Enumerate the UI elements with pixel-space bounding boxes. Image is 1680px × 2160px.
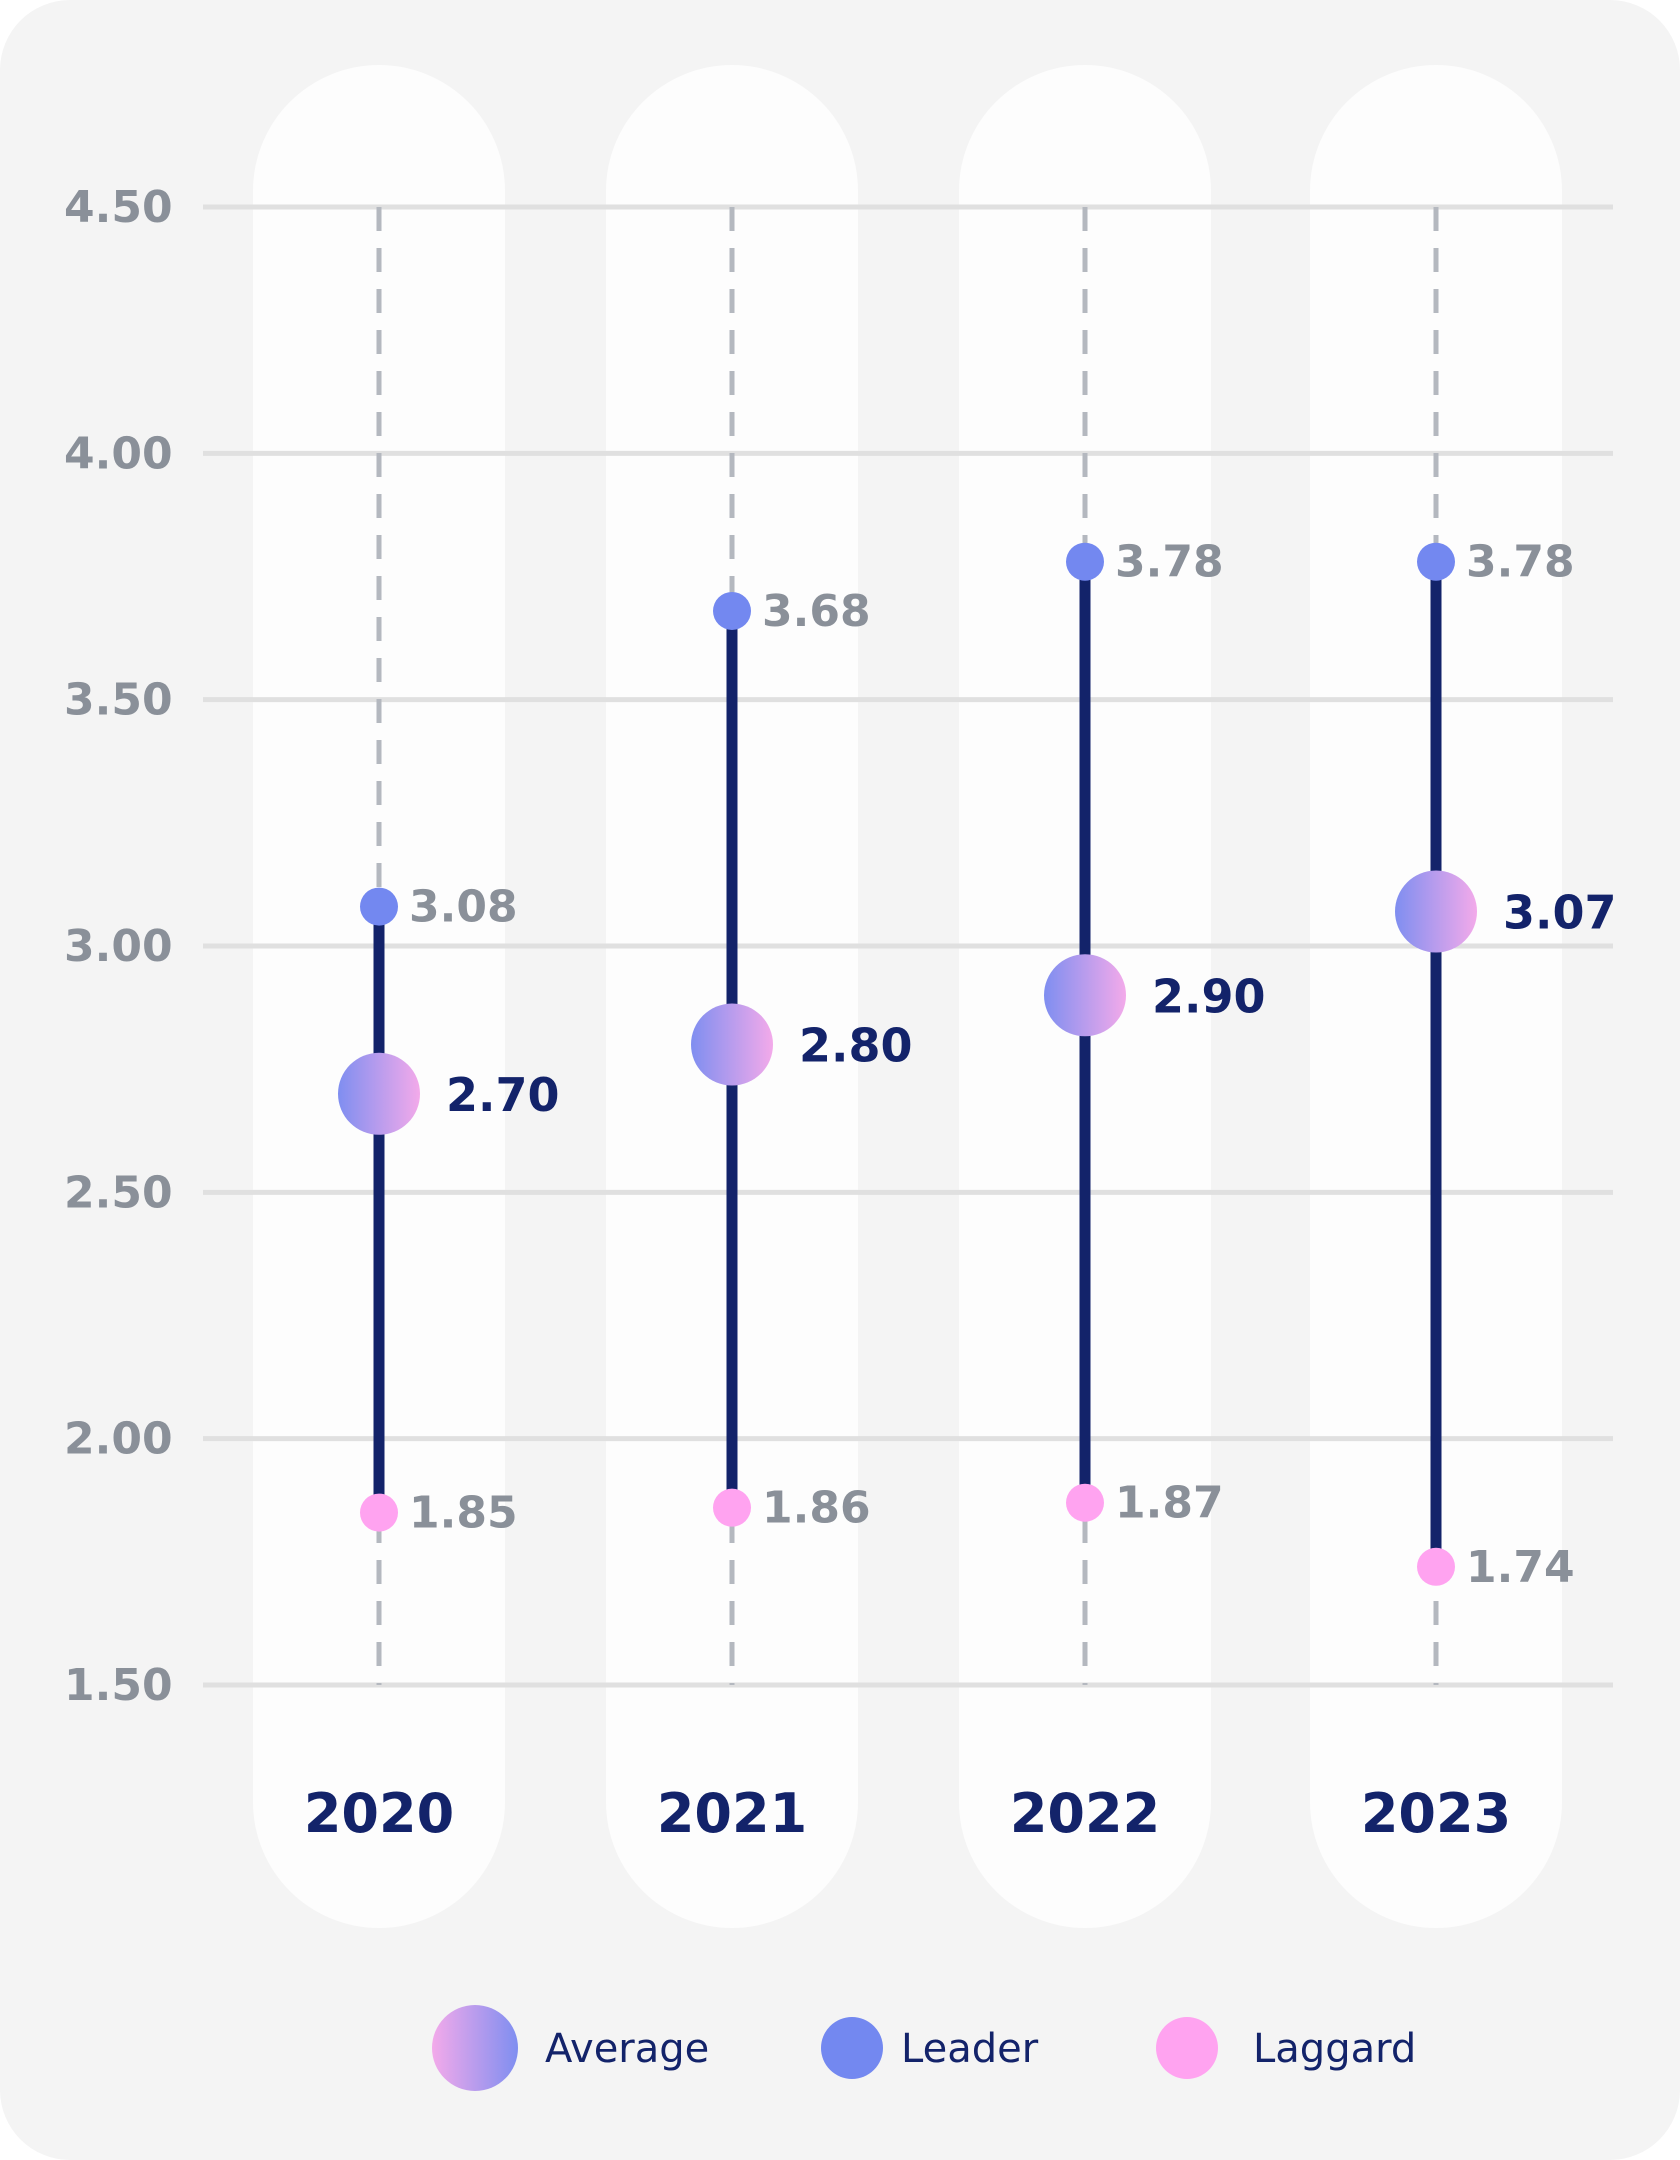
- legend-leader-swatch: [821, 2017, 883, 2079]
- y-tick-label: 1.50: [64, 1660, 173, 1711]
- laggard-point-2022: [1066, 1483, 1104, 1522]
- y-tick-label: 2.00: [64, 1414, 173, 1465]
- legend-average-label: Average: [545, 2026, 709, 2072]
- y-tick-label: 4.50: [64, 182, 173, 233]
- laggard-label-2023: 1.74: [1466, 1542, 1575, 1593]
- leader-point-2020: [360, 887, 398, 926]
- y-tick-label: 2.50: [64, 1167, 173, 1218]
- average-label-2021: 2.80: [799, 1019, 913, 1073]
- x-tick-label-2020: 2020: [304, 1782, 454, 1845]
- x-tick-label-2023: 2023: [1361, 1782, 1511, 1845]
- legend-laggard-label: Laggard: [1253, 2026, 1416, 2072]
- laggard-label-2020: 1.85: [409, 1488, 518, 1539]
- leader-label-2023: 3.78: [1466, 537, 1575, 588]
- y-tick-label: 4.00: [64, 428, 173, 479]
- average-label-2022: 2.90: [1152, 969, 1266, 1023]
- legend-leader-label: Leader: [901, 2026, 1039, 2072]
- average-point-2020: [338, 1052, 420, 1135]
- x-tick-label-2021: 2021: [657, 1782, 807, 1845]
- leader-point-2023: [1417, 542, 1455, 581]
- average-label-2023: 3.07: [1503, 886, 1617, 940]
- laggard-point-2020: [360, 1493, 398, 1532]
- y-tick-label: 3.00: [64, 921, 173, 972]
- average-point-2023: [1395, 870, 1477, 953]
- y-tick-label: 3.50: [64, 675, 173, 726]
- average-label-2020: 2.70: [446, 1068, 560, 1122]
- laggard-label-2022: 1.87: [1115, 1478, 1224, 1529]
- legend-average-swatch: [432, 2005, 518, 2091]
- leader-label-2022: 3.78: [1115, 537, 1224, 588]
- average-point-2022: [1044, 954, 1126, 1037]
- legend-laggard-swatch: [1156, 2017, 1218, 2079]
- leader-point-2021: [713, 591, 751, 630]
- leader-label-2021: 3.68: [762, 586, 871, 637]
- laggard-label-2021: 1.86: [762, 1483, 871, 1534]
- x-tick-label-2022: 2022: [1010, 1782, 1160, 1845]
- laggard-point-2023: [1417, 1547, 1455, 1586]
- leader-point-2022: [1066, 542, 1104, 581]
- leader-label-2020: 3.08: [409, 882, 518, 933]
- laggard-point-2021: [713, 1488, 751, 1527]
- average-point-2021: [691, 1003, 773, 1086]
